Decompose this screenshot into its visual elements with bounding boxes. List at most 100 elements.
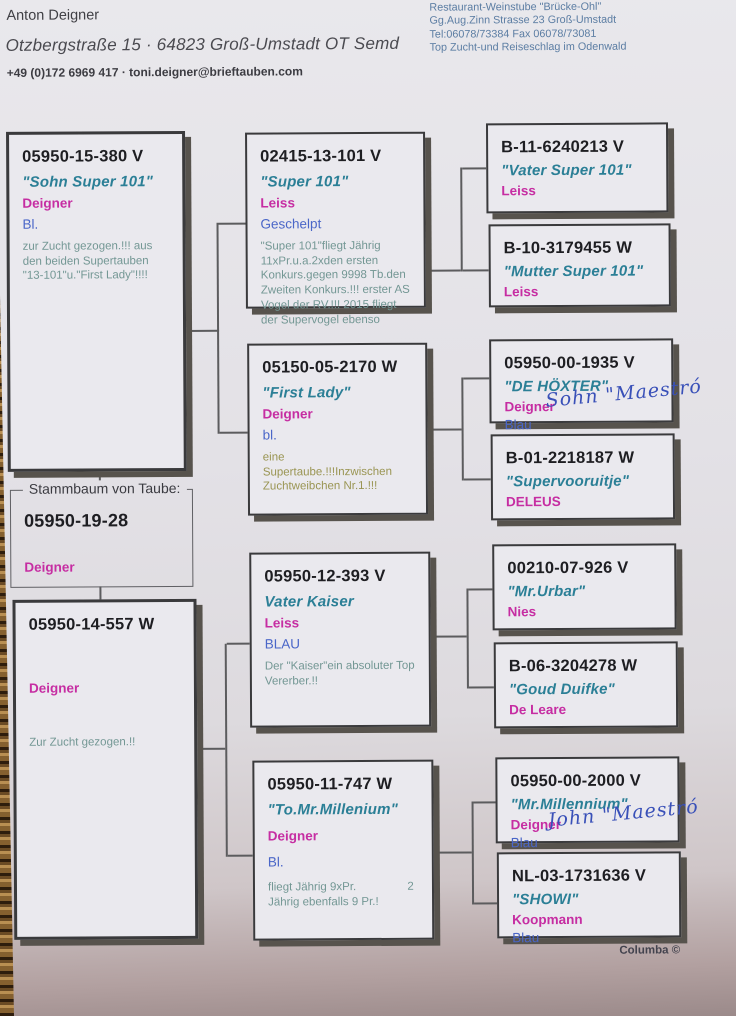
pigeon-name: "Sohn Super 101" — [22, 173, 154, 191]
pedigree-box-father: 05950-15-380 V "Sohn Super 101" Deigner … — [6, 130, 187, 472]
pigeon-name: "Goud Duifke" — [508, 680, 615, 699]
pedigree-box-greatgrandparent: B-01-2218187 W "Supervooruitje" DELEUS — [490, 433, 676, 521]
description-text: fliegt Jährig 9xPr. 2 Jährig ebenfalls 9… — [267, 880, 414, 909]
pedigree-box-greatgrandparent: 05950-00-1935 V "DE HÖXTER" Deigner Blau… — [489, 338, 703, 432]
loft-info-block: Restaurant-Weinstube "Brücke-Ohl" Gg.Aug… — [429, 1, 626, 56]
connector-line — [216, 222, 220, 434]
breeder-name: Leiss — [503, 284, 539, 300]
breeder-name: Koopmann — [512, 911, 583, 928]
ring-number: 05950-15-380 V — [22, 147, 144, 166]
connector-line — [462, 167, 487, 170]
connector-line — [427, 428, 462, 431]
connector-line — [197, 747, 226, 750]
connector-line — [430, 635, 467, 638]
pedigree-box-grandparent: 02415-13-101 V "Super 101" Leiss Geschel… — [245, 131, 426, 326]
ring-number: 05950-11-747 W — [267, 774, 393, 794]
ring-number: 05950-00-2000 V — [510, 771, 642, 791]
connector-line — [224, 643, 228, 857]
pigeon-name: "Super 101" — [260, 173, 349, 191]
breeder-name: Nies — [507, 604, 537, 620]
loft-info-line: Tel:06078/73384 Fax 06078/73081 — [429, 27, 597, 41]
loft-info-line: Gg.Aug.Zinn Strasse 23 Groß-Umstadt — [429, 14, 617, 28]
owner-name: Anton Deigner — [6, 7, 100, 24]
color-label: Blau — [510, 835, 538, 851]
color-label: Geschelpt — [260, 216, 322, 232]
ring-number: B-01-2218187 W — [505, 448, 635, 468]
connector-line — [218, 222, 246, 225]
breeder-name: De Leare — [509, 701, 567, 718]
pigeon-name: Vater Kaiser — [264, 593, 354, 611]
ring-number: 05950-12-393 V — [264, 566, 386, 586]
ring-number: NL-03-1731636 V — [511, 866, 647, 886]
description-text: zur Zucht gezogen.!!! aus den beiden Sup… — [22, 240, 156, 283]
pigeon-name: "SHOWI" — [512, 890, 579, 909]
connector-line — [433, 851, 472, 854]
breeder-name: Deigner — [22, 195, 73, 211]
pigeon-name: "Supervooruitje" — [505, 472, 630, 491]
pedigree-box-grandparent: 05950-11-747 W "To.Mr.Millenium" Deigner… — [252, 759, 435, 941]
pedigree-box-greatgrandparent: NL-03-1731636 V "SHOWI" Koopmann Blau — [496, 851, 682, 945]
connector-line — [474, 902, 498, 905]
ring-number: 00210-07-926 V — [507, 558, 629, 578]
pigeon-name: "To.Mr.Millenium" — [267, 800, 399, 819]
color-label: Blau — [504, 417, 532, 433]
pedigree-box-greatgrandparent: B-10-3179455 W "Mutter Super 101" Leiss — [488, 223, 671, 308]
connector-line — [99, 586, 102, 601]
color-label: Bl. — [22, 216, 39, 232]
color-label: bl. — [262, 427, 277, 443]
ring-number: 05950-00-1935 V — [504, 353, 635, 373]
ring-number: 05950-14-557 W — [28, 615, 155, 634]
pedigree-box-greatgrandparent: 05950-00-2000 V "Mr.Millennium" Deigner … — [495, 756, 700, 850]
connector-line — [227, 854, 253, 857]
pedigree-box-mother: 05950-14-557 W Deigner Zur Zucht gezogen… — [12, 598, 199, 940]
connector-line — [463, 377, 490, 380]
breeder-name: Deigner — [262, 406, 313, 422]
pedigree-box-greatgrandparent: B-11-6240213 V "Vater Super 101" Leiss — [485, 122, 669, 214]
loft-info-line: Restaurant-Weinstube "Brücke-Ohl" — [429, 0, 602, 14]
connector-line — [460, 167, 463, 272]
connector-line — [466, 588, 469, 689]
software-credit: Columba © — [619, 944, 681, 957]
pedigree-box-grandparent: 05950-12-393 V Vater Kaiser Leiss BLAU D… — [249, 551, 432, 728]
connector-line — [468, 588, 493, 591]
ring-number: 05950-19-28 — [24, 510, 129, 531]
ring-number: B-06-3204278 W — [508, 656, 638, 676]
color-label: BLAU — [264, 636, 301, 652]
subject-pigeon-box: Stammbaum von Taube: 05950-19-28 Deigner — [9, 479, 194, 588]
description-text: Der "Kaiser"ein absoluter Top Vererber.!… — [264, 659, 418, 688]
connector-line — [462, 269, 489, 272]
subject-label: Stammbaum von Taube: — [22, 479, 187, 497]
breeder-name: Deigner — [28, 680, 80, 696]
connector-line — [425, 269, 461, 272]
connector-line — [471, 801, 475, 905]
pigeon-name: "Mutter Super 101" — [503, 262, 644, 281]
connector-line — [186, 329, 220, 332]
owner-contact: +49 (0)172 6969 417 · toni.deigner@brief… — [6, 64, 303, 80]
description-text: "Super 101"fliegt Jährig 11xPr.u.a.2xden… — [260, 239, 414, 327]
connector-line — [226, 642, 250, 645]
ring-number: B-10-3179455 W — [503, 238, 633, 258]
breeder-name: DELEUS — [505, 493, 561, 510]
ring-number: B-11-6240213 V — [501, 137, 625, 157]
breeder-name: Leiss — [501, 183, 536, 199]
ring-number: 05150-05-2170 W — [262, 357, 398, 377]
pedigree-box-greatgrandparent: 00210-07-926 V "Mr.Urbar" Nies — [492, 543, 677, 631]
pigeon-name: "Vater Super 101" — [501, 161, 632, 180]
breeder-name: Leiss — [264, 615, 300, 631]
pigeon-name: "Mr.Urbar" — [507, 582, 586, 601]
connector-line — [461, 377, 464, 481]
description-text: eine Supertaube.!!!Inzwischen Zuchtweibc… — [262, 451, 396, 493]
loft-info-line: Top Zucht-und Reiseschlag im Odenwald — [429, 41, 627, 55]
connector-line — [463, 478, 491, 481]
pedigree-box-grandparent: 05150-05-2170 W "First Lady" Deigner bl.… — [247, 342, 429, 516]
connector-line — [468, 686, 494, 689]
ring-number: 02415-13-101 V — [260, 146, 382, 166]
pedigree-box-greatgrandparent: B-06-3204278 W "Goud Duifke" De Leare — [493, 641, 679, 729]
breeder-name: Deigner — [24, 559, 75, 575]
breeder-name: Leiss — [260, 195, 295, 211]
description-text: Zur Zucht gezogen.!! — [29, 736, 136, 749]
connector-line — [473, 801, 496, 804]
color-label: Blau — [512, 930, 540, 946]
